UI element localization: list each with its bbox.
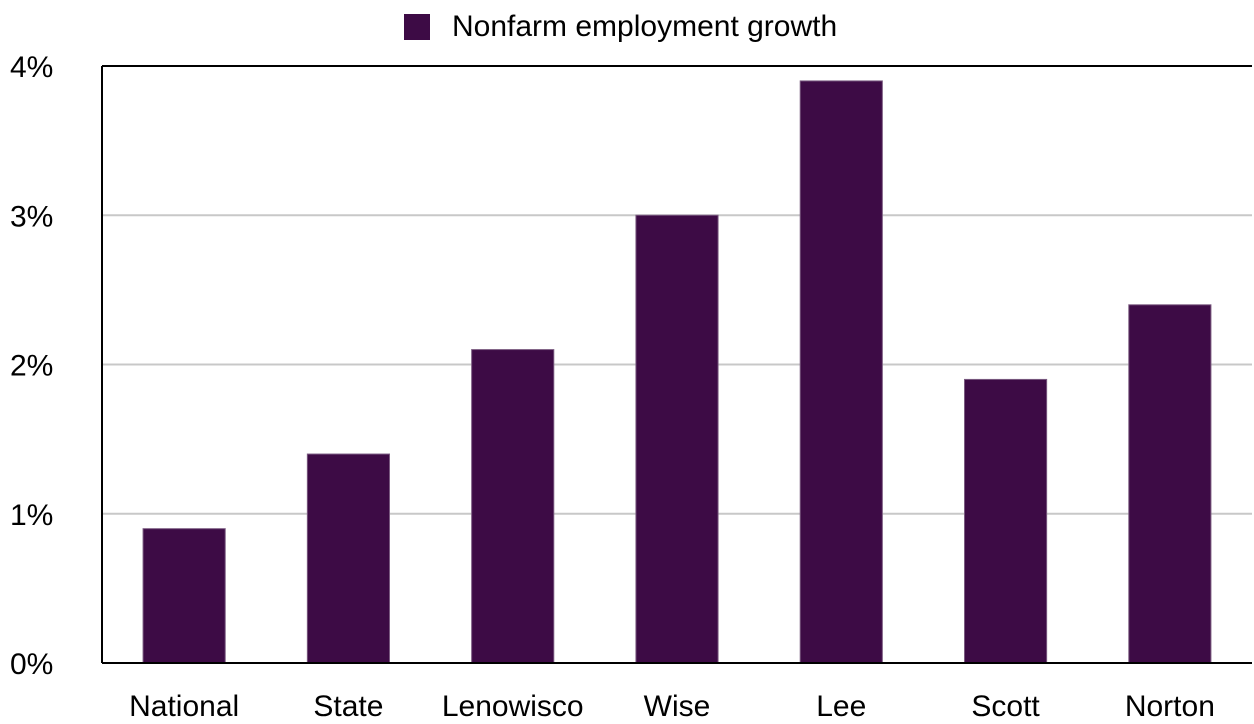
x-tick-label: Lenowisco <box>442 690 584 723</box>
x-tick-label: State <box>313 690 383 723</box>
legend: Nonfarm employment growth <box>404 10 837 43</box>
y-tick-label: 1% <box>10 499 53 532</box>
x-tick-label: Lee <box>816 690 866 723</box>
bar <box>964 378 1048 664</box>
y-tick-label: 4% <box>10 51 53 84</box>
bar <box>142 528 226 664</box>
axes <box>101 65 1252 664</box>
bars <box>142 80 1212 664</box>
y-tick-label: 0% <box>10 648 53 681</box>
bar <box>1128 304 1212 664</box>
bar <box>799 80 883 664</box>
legend-swatch <box>404 14 430 40</box>
y-tick-label: 3% <box>10 200 53 233</box>
x-tick-label: National <box>129 690 239 723</box>
x-tick-label: Wise <box>644 690 711 723</box>
x-tick-label: Norton <box>1125 690 1215 723</box>
bar <box>635 214 719 664</box>
x-tick-label: Scott <box>971 690 1040 723</box>
y-axis-ticks: 0% 1% 2% 3% 4% <box>10 51 53 681</box>
bar <box>471 349 555 664</box>
legend-label: Nonfarm employment growth <box>452 10 837 43</box>
y-tick-label: 2% <box>10 350 53 383</box>
x-axis-ticks: National State Lenowisco Wise Lee Scott Norton <box>129 690 1215 723</box>
bar <box>306 453 391 664</box>
